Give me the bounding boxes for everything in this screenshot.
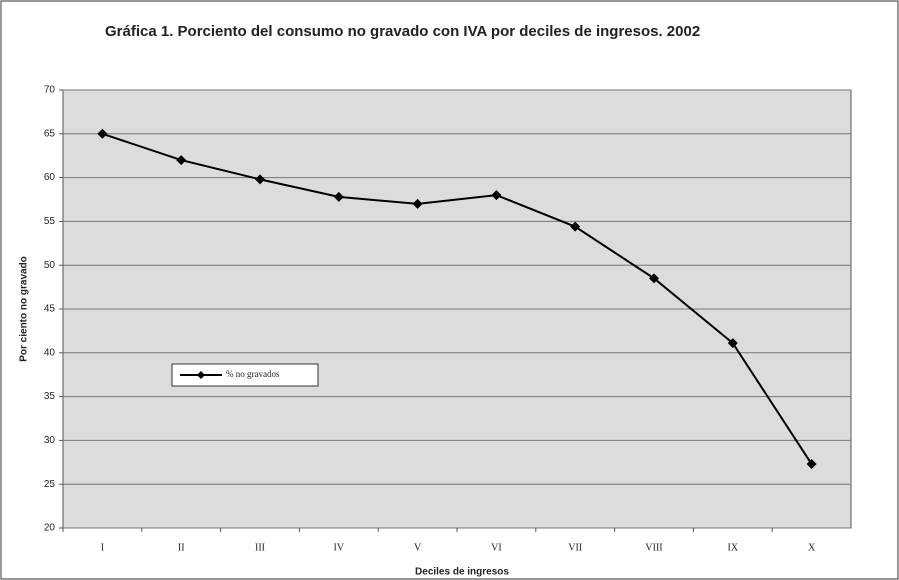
marker (176, 155, 187, 166)
marker (649, 273, 659, 284)
marker (491, 190, 502, 201)
y-tick-label: 70 (44, 85, 56, 96)
x-tick-label: II (178, 542, 185, 553)
x-axis-title: Deciles de ingresos (415, 567, 509, 578)
marker (97, 128, 108, 139)
marker (333, 191, 344, 202)
x-tick-label: VII (568, 542, 582, 553)
line-series (102, 132, 813, 465)
y-tick-label: 55 (44, 216, 56, 227)
x-tick-label: V (414, 542, 422, 553)
x-tick-label: IX (728, 542, 739, 553)
y-tick-label: 50 (44, 260, 56, 271)
legend-label: % no gravados (226, 369, 280, 379)
legend-marker (197, 371, 205, 379)
legend-box (171, 363, 319, 387)
y-tick-label: 45 (44, 304, 56, 315)
chart-title: Gráfica 1. Porciento del consumo no grav… (105, 23, 700, 40)
y-tick-label: 65 (44, 128, 56, 139)
y-tick-label: 40 (44, 347, 56, 358)
marker (806, 459, 817, 470)
y-tick-label: 35 (44, 391, 56, 402)
marker (727, 338, 738, 349)
marker (570, 221, 581, 232)
x-tick-label: VIII (645, 542, 662, 553)
y-tick-label: 60 (44, 172, 56, 183)
x-tick-label: X (808, 542, 816, 553)
y-tick-label: 30 (44, 435, 56, 446)
y-tick-label: 25 (44, 479, 56, 490)
y-axis-title: Por ciento no gravado (19, 256, 30, 362)
x-tick-label: VI (491, 542, 502, 553)
y-tick-label: 20 (44, 523, 56, 534)
marker (412, 198, 423, 209)
x-tick-label: IV (334, 542, 345, 553)
x-tick-label: I (101, 542, 104, 553)
x-tick-label: III (255, 542, 265, 553)
marker (255, 174, 265, 185)
